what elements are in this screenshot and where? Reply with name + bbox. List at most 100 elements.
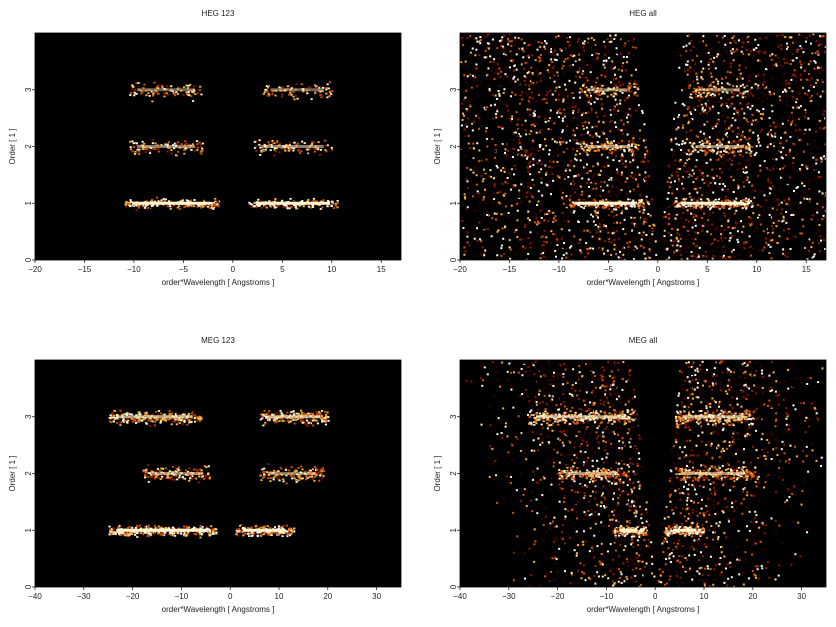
band-cell [691, 150, 695, 153]
heatmap-cell [538, 57, 541, 60]
heatmap-cell [785, 230, 788, 233]
heatmap-cell [573, 175, 576, 178]
heatmap-cell [505, 154, 508, 157]
heatmap-cell [461, 107, 464, 110]
heatmap-cell [681, 37, 684, 40]
heatmap-cell [757, 44, 760, 47]
heatmap-cell [771, 135, 774, 138]
heatmap-cell [611, 185, 614, 188]
heatmap-cell [736, 48, 739, 51]
heatmap-cell [496, 191, 499, 194]
heatmap-cell [786, 119, 789, 122]
band-cell [255, 145, 258, 148]
band-cell [166, 205, 169, 208]
heatmap-cell [697, 133, 700, 136]
band-cell [707, 91, 711, 94]
heatmap-cell [810, 53, 813, 56]
heatmap-cell [573, 106, 576, 109]
heatmap-cell [713, 120, 716, 123]
band-cell [264, 88, 267, 91]
band-cell [151, 138, 154, 141]
heatmap-cell [640, 244, 643, 247]
heatmap-cell [718, 156, 721, 159]
heatmap-cell [539, 257, 542, 260]
heatmap-cell [810, 86, 813, 89]
band-cell [157, 150, 160, 153]
heatmap-cell [816, 219, 819, 222]
heatmap-cell [745, 49, 748, 52]
heatmap-cell [503, 51, 506, 54]
heatmap-cell [701, 225, 704, 228]
heatmap-cell [717, 130, 720, 133]
heatmap-cell [547, 45, 550, 48]
heatmap-cell [776, 149, 779, 152]
heatmap-cell [577, 142, 580, 145]
heatmap-cell [606, 184, 609, 187]
heatmap-cell [530, 91, 533, 94]
band-cell [714, 198, 717, 201]
heatmap-cell [764, 88, 767, 91]
heatmap-cell [531, 72, 534, 75]
band-cell [715, 143, 719, 146]
heatmap-cell [766, 197, 769, 200]
heatmap-cell [730, 102, 733, 105]
heatmap-cell [784, 131, 787, 134]
heatmap-cell [741, 93, 744, 96]
heatmap-cell [558, 56, 561, 59]
heatmap-cell [522, 56, 525, 59]
heatmap-cell [720, 236, 723, 239]
heatmap-cell [690, 129, 693, 132]
heatmap-cell [572, 211, 575, 214]
heatmap-cell [496, 108, 499, 111]
heatmap-cell [601, 107, 604, 110]
heatmap-cell [537, 200, 540, 203]
heatmap-cell [693, 45, 696, 48]
heatmap-cell [519, 129, 522, 132]
heatmap-cell [482, 177, 485, 180]
heatmap-cell [579, 159, 582, 162]
band-cell [258, 204, 261, 207]
band-cell [633, 143, 636, 145]
band-cell [167, 200, 171, 203]
heatmap-cell [780, 151, 783, 154]
heatmap-cell [795, 57, 798, 60]
band-cell [741, 199, 745, 201]
heatmap-cell [779, 64, 782, 67]
heatmap-cell [525, 149, 528, 152]
heatmap-cell [648, 175, 651, 178]
band-cell [134, 88, 137, 91]
band-cell [307, 205, 311, 208]
band-cell [307, 89, 310, 92]
heatmap-cell [562, 202, 565, 205]
heatmap-cell [751, 104, 754, 107]
heatmap-cell [716, 229, 719, 232]
band-cell [289, 88, 292, 91]
y-axis-label: Order [ 1 ] [8, 128, 17, 164]
heatmap-cell [689, 111, 692, 114]
heatmap-cell [678, 179, 681, 182]
band-cell [170, 152, 173, 155]
heatmap-cell [690, 219, 693, 222]
heatmap-cell [525, 92, 528, 95]
band-cell [720, 143, 723, 146]
chart-title: HEG 123 [202, 9, 235, 18]
heatmap-cell [581, 48, 584, 51]
heatmap-cell [702, 224, 705, 227]
heatmap-cell [575, 127, 578, 130]
heatmap-cell [551, 138, 554, 141]
heatmap-cell [529, 165, 532, 168]
heatmap-cell [597, 239, 600, 242]
heatmap-cell [729, 256, 732, 259]
band-cell [598, 94, 602, 97]
heatmap-cell [643, 252, 646, 255]
band-cell [603, 206, 606, 208]
band-cell [749, 152, 753, 155]
heatmap-cell [782, 229, 785, 232]
heatmap-cell [618, 81, 621, 84]
heatmap-cell [769, 181, 772, 184]
heatmap-cell [683, 104, 686, 107]
band-cell [605, 198, 608, 201]
heatmap-cell [578, 241, 581, 244]
band-cell [619, 148, 622, 150]
